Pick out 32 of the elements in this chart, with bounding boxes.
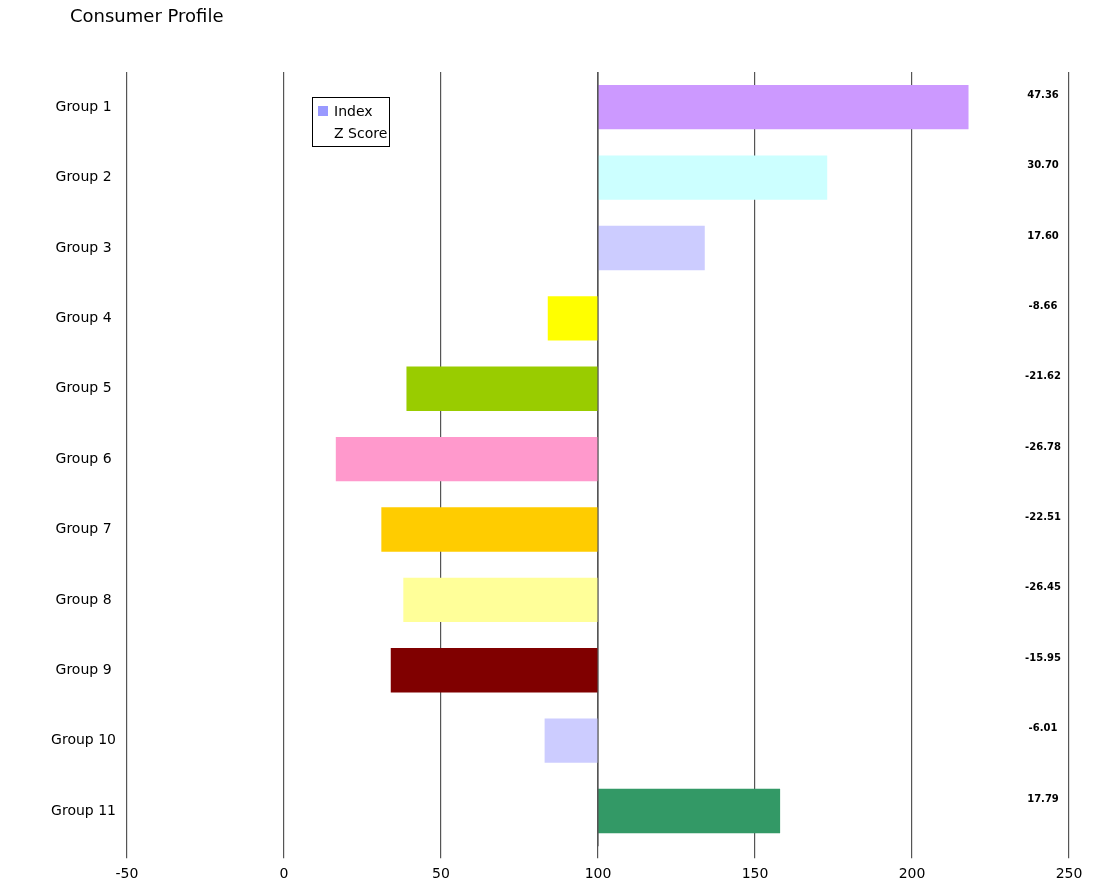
x-tick-label: -50 [115, 865, 139, 882]
x-tick-label: 200 [898, 865, 926, 882]
text: 30.70 [1027, 159, 1059, 171]
text: -15.95 [1025, 651, 1061, 663]
y-tick-label: Group 2 [55, 168, 112, 185]
x-tick-label: 100 [584, 865, 612, 882]
text: -8.66 [1028, 299, 1058, 311]
text: Index [334, 102, 373, 121]
y-tick-label: Group 11 [51, 801, 116, 818]
text: 47.36 [1027, 88, 1059, 100]
text: 17.79 [1027, 792, 1059, 804]
text: Z Score [334, 124, 388, 143]
y-tick-label: Group 1 [55, 97, 112, 114]
chart-title: Consumer Profile [70, 4, 224, 26]
text: -26.78 [1025, 440, 1061, 452]
text: 17.60 [1027, 229, 1059, 241]
y-tick-label: Group 5 [55, 379, 112, 396]
y-tick-label: Group 4 [55, 308, 112, 325]
x-tick-label: 150 [741, 865, 769, 882]
y-tick-label: Group 9 [55, 660, 112, 677]
text: -6.01 [1028, 722, 1058, 734]
x-tick-label: 0 [279, 865, 289, 882]
text: -26.45 [1025, 581, 1061, 593]
y-tick-label: Group 3 [55, 238, 112, 255]
y-tick-label: Group 7 [55, 520, 112, 537]
x-tick-label: 250 [1055, 865, 1083, 882]
y-tick-label: Group 10 [51, 731, 116, 748]
x-tick-label: 50 [432, 865, 450, 882]
text: -22.51 [1025, 511, 1061, 523]
y-tick-label: Group 6 [55, 449, 112, 466]
text: -21.62 [1025, 370, 1061, 382]
y-tick-label: Group 8 [55, 590, 112, 607]
